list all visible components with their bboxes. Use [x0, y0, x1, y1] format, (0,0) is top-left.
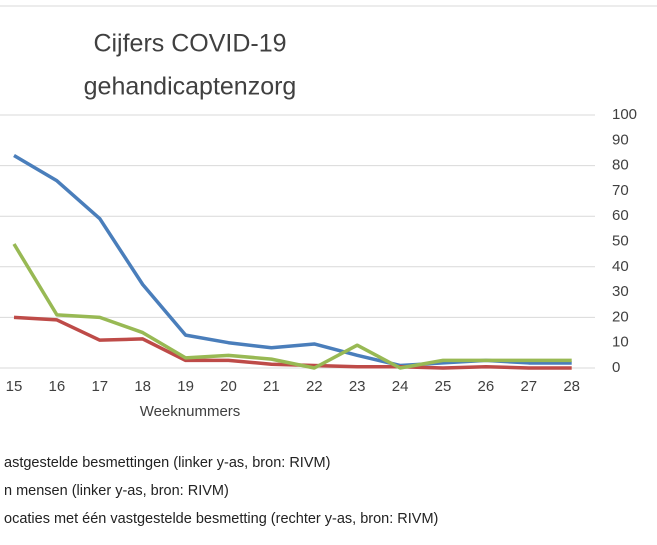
y2-tick-label: 30: [612, 283, 629, 300]
legend-label: ocaties met één vastgestelde besmetting …: [4, 511, 438, 527]
chart-title: gehandicaptenzorg: [84, 73, 297, 101]
x-tick-label: 25: [435, 378, 452, 395]
x-tick-label: 17: [91, 378, 108, 395]
chart-title: Cijfers COVID-19: [93, 30, 286, 58]
x-tick-label: 24: [392, 378, 409, 395]
y2-tick-label: 0: [612, 359, 620, 376]
y2-tick-label: 50: [612, 232, 629, 249]
y2-tick-label: 60: [612, 207, 629, 224]
x-tick-label: 15: [6, 378, 23, 395]
series-line: [13, 153, 572, 368]
x-tick-label: 21: [263, 378, 280, 395]
x-tick-label: 16: [49, 378, 66, 395]
legend-label: astgestelde besmettingen (linker y-as, b…: [4, 455, 330, 471]
y2-tick-label: 90: [612, 131, 629, 148]
y2-tick-label: 70: [612, 182, 629, 199]
series-line: [12, 243, 572, 370]
y2-tick-label: 20: [612, 308, 629, 325]
y2-tick-label: 10: [612, 334, 629, 351]
x-tick-label: 18: [134, 378, 151, 395]
y2-tick-label: 80: [612, 157, 629, 174]
x-axis-label: Weeknummers: [140, 403, 241, 420]
x-tick-label: 23: [349, 378, 366, 395]
legend-label: n mensen (linker y-as, bron: RIVM): [4, 483, 229, 499]
x-tick-label: 26: [478, 378, 495, 395]
y2-tick-label: 100: [612, 106, 637, 123]
x-tick-label: 28: [563, 378, 580, 395]
x-tick-label: 20: [220, 378, 237, 395]
y2-tick-label: 40: [612, 258, 629, 275]
x-tick-label: 22: [306, 378, 323, 395]
x-tick-label: 27: [520, 378, 537, 395]
x-tick-label: 19: [177, 378, 194, 395]
